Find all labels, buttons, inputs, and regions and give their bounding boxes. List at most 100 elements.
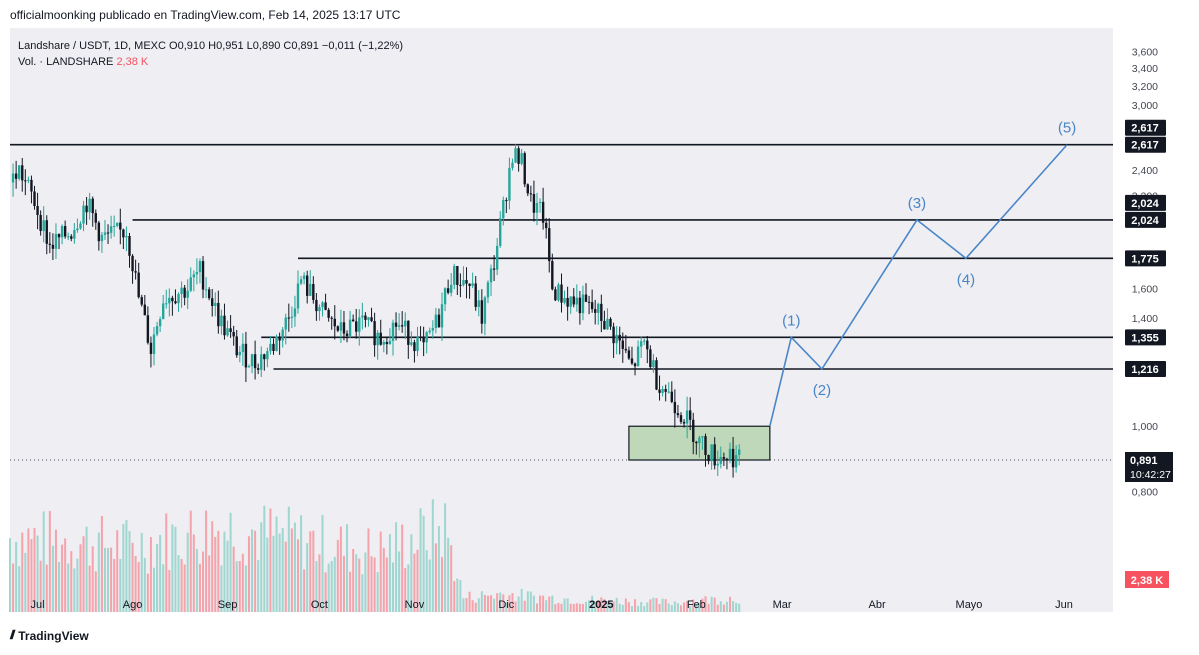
level-price-tag: 1,216 xyxy=(1131,364,1159,376)
volume-bar xyxy=(673,601,676,612)
chart-legend: Landshare / USDT, 1D, MEXC O0,910 H0,951… xyxy=(18,38,403,70)
volume-bar xyxy=(661,598,664,612)
volume-bar xyxy=(241,553,244,612)
candle-body xyxy=(109,226,113,233)
candle-body xyxy=(600,303,603,321)
candle-body xyxy=(621,340,624,349)
candle-body xyxy=(551,261,554,290)
volume-bar xyxy=(683,602,686,612)
volume-bar xyxy=(254,530,257,612)
volume-bar xyxy=(220,565,223,612)
candle-body xyxy=(17,165,21,179)
volume-bar xyxy=(606,600,609,612)
volume-bar xyxy=(278,533,281,612)
volume-bar xyxy=(88,565,91,612)
candle-body xyxy=(548,228,551,262)
candle-body xyxy=(514,148,517,163)
candle-body xyxy=(333,318,336,327)
volume-bar xyxy=(410,534,413,612)
candle-body xyxy=(701,436,704,438)
volume-bar xyxy=(603,599,606,612)
volume-line: Vol. · LANDSHARE 2,38 K xyxy=(18,54,403,70)
volume-bar xyxy=(615,597,618,612)
volume-bar xyxy=(51,545,54,612)
price-tick-label: 3,200 xyxy=(1132,81,1158,93)
candle-body xyxy=(73,230,76,239)
candle-body xyxy=(419,336,422,338)
volume-bar xyxy=(272,535,275,612)
candle-body xyxy=(725,458,729,460)
candle-body xyxy=(719,456,723,464)
volume-bar xyxy=(637,605,640,612)
volume-bar xyxy=(701,598,704,612)
time-tick-label: 2025 xyxy=(589,599,613,611)
candle-body xyxy=(376,332,379,346)
candle-body xyxy=(391,322,395,341)
candle-body xyxy=(79,223,82,229)
level-price-tag-bg xyxy=(1125,361,1166,378)
time-tick-label: Dic xyxy=(498,599,514,611)
current-price-tag: 0,891 xyxy=(1130,455,1158,467)
volume-bar xyxy=(640,602,643,612)
volume-bar xyxy=(336,539,339,612)
volume-tag-bg xyxy=(1125,571,1169,588)
candle-body xyxy=(315,299,318,312)
volume-bar xyxy=(306,543,309,612)
candle-body xyxy=(309,283,312,296)
volume-bar xyxy=(183,564,186,612)
volume-bar xyxy=(214,536,217,612)
candle-body xyxy=(590,302,594,310)
volume-bar xyxy=(434,543,437,612)
candle-body xyxy=(474,283,477,307)
volume-bar xyxy=(468,591,471,612)
candle-body xyxy=(728,448,732,460)
volume-bar xyxy=(346,524,349,612)
candle-body xyxy=(158,319,162,327)
volume-bar xyxy=(177,555,180,612)
volume-bar xyxy=(729,596,732,612)
candle-body xyxy=(716,463,719,466)
candle-body xyxy=(397,325,401,327)
candle-body xyxy=(24,180,27,182)
volume-bar xyxy=(643,606,646,612)
candle-body xyxy=(661,388,664,393)
candle-body xyxy=(416,336,419,352)
volume-bar xyxy=(597,600,600,612)
candle-body xyxy=(272,343,275,351)
chart-plot-area[interactable] xyxy=(10,28,1113,612)
candle-body xyxy=(195,272,199,275)
candle-body xyxy=(226,328,229,336)
candle-body xyxy=(11,173,15,183)
candle-body xyxy=(731,448,735,468)
candle-body xyxy=(21,165,24,181)
candle-body xyxy=(673,401,677,414)
candle-body xyxy=(526,184,529,194)
volume-bar xyxy=(125,520,128,612)
candle-body xyxy=(312,283,315,300)
tradingview-footer[interactable]: 🙼 TradingView xyxy=(10,628,89,643)
volume-bar xyxy=(318,554,321,612)
volume-bar xyxy=(732,601,735,612)
volume-bar xyxy=(226,540,229,612)
candle-body xyxy=(116,222,119,226)
candle-body xyxy=(165,303,168,305)
candle-body xyxy=(462,280,465,286)
volume-bar xyxy=(91,546,94,612)
candle-body xyxy=(688,410,692,420)
candle-body xyxy=(615,334,618,344)
volume-bar xyxy=(156,543,159,612)
volume-bar xyxy=(352,549,355,612)
wave-label: (5) xyxy=(1058,120,1076,137)
candle-body xyxy=(220,315,223,327)
candle-body xyxy=(36,205,39,215)
candle-body xyxy=(263,354,266,360)
candle-body xyxy=(563,297,566,303)
candle-body xyxy=(244,343,248,368)
candle-body xyxy=(676,413,680,416)
volume-bar xyxy=(695,603,698,612)
volume-bar xyxy=(358,558,361,612)
volume-bar xyxy=(269,508,272,612)
candle-body xyxy=(318,307,321,312)
candle-body xyxy=(14,173,18,179)
